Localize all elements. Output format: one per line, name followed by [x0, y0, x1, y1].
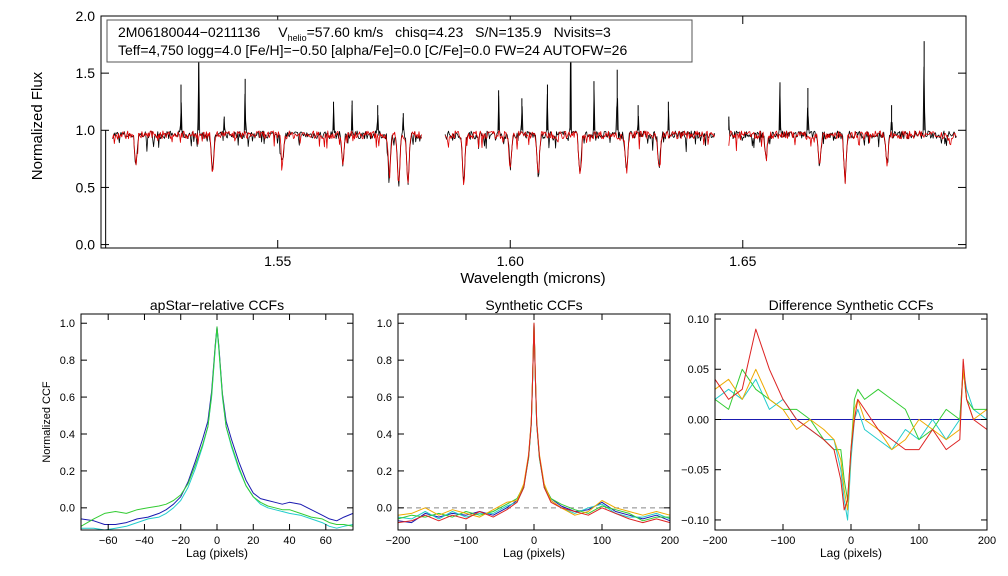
ccf-series-line — [397, 324, 671, 520]
x-tick-label: −100 — [454, 535, 479, 547]
x-tick-label: 1.65 — [729, 253, 756, 269]
y-tick-label: 0.00 — [688, 414, 709, 426]
y-tick-label: 0.2 — [377, 466, 392, 478]
y-tick-label: 1.0 — [76, 122, 96, 138]
y-tick-label: 2.0 — [76, 8, 96, 24]
x-tick-label: −60 — [99, 535, 118, 547]
x-tick-label: 100 — [593, 535, 611, 547]
x-tick-label: 0 — [848, 535, 854, 547]
spectrum-ticks: 1.55 1.60 1.65 0.0 0.5 1.0 1.5 2.0 — [76, 8, 966, 269]
difference-ccf-xlabel: Lag (pixels) — [820, 546, 882, 560]
chisq-value: chisq=4.23 — [395, 24, 463, 40]
y-tick-label: 1.0 — [377, 318, 392, 330]
y-tick-label: 0.2 — [60, 466, 75, 478]
y-tick-label: 0.8 — [60, 355, 75, 367]
spectrum-panel: 1.55 1.60 1.65 0.0 0.5 1.0 1.5 2.0 2M06180044−0… — [29, 8, 967, 287]
synthetic-ccf-axes-frame — [397, 313, 671, 531]
x-tick-label: 0 — [214, 535, 220, 547]
synthetic-ccf-xlabel: Lag (pixels) — [503, 546, 565, 560]
model-spectrum-line — [728, 130, 957, 185]
info-box-frame — [106, 19, 693, 63]
y-tick-label: 0.10 — [688, 314, 709, 326]
y-tick-label: 0.0 — [377, 503, 392, 515]
ccf-series-line — [714, 368, 988, 511]
spectrum-xlabel: Wavelength (microns) — [460, 270, 605, 287]
x-tick-label: −200 — [386, 535, 411, 547]
y-tick-label: 0.6 — [377, 392, 392, 404]
apstar-ccf-traces — [80, 326, 354, 531]
x-tick-label: 200 — [978, 535, 996, 547]
apstar-ccf-panel: −60 −40 −20 0 20 40 60 0.0 0.2 0.4 0.6 0.8 1.0 apSta… — [41, 297, 354, 560]
y-tick-label: 0.4 — [60, 429, 75, 441]
model-spectrum-line — [444, 130, 716, 186]
ccf-series-line — [397, 322, 671, 524]
observed-spectrum-line — [112, 60, 422, 187]
x-tick-label: −200 — [703, 535, 728, 547]
spectrum-ylabel: Normalized Flux — [29, 71, 46, 180]
y-tick-label: 0.4 — [377, 429, 392, 441]
synthetic-ccf-title: Synthetic CCFs — [485, 297, 582, 313]
ccf-series-line — [714, 368, 987, 501]
info-box-line1: 2M06180044−0211136 Vhelio=57.60 km/s chi… — [118, 24, 611, 43]
y-tick-label: 0.8 — [377, 355, 392, 367]
synthetic-ccf-panel: −200 −100 0 100 200 0.0 0.2 0.4 0.6 0.8 1.0 Synthe… — [377, 297, 679, 560]
apstar-ccf-axes-frame — [80, 313, 354, 531]
info-box-line2: Teff=4,750 logg=4.0 [Fe/H]=−0.50 [alpha/… — [118, 42, 627, 58]
y-tick-label: 0.6 — [60, 392, 75, 404]
x-tick-label: −40 — [135, 535, 154, 547]
ccf-series-line — [81, 328, 354, 531]
snr-value: S/N=135.9 — [475, 24, 542, 40]
spectrum-traces — [105, 16, 957, 248]
apstar-ccf-xlabel: Lag (pixels) — [186, 546, 248, 560]
difference-ccf-panel: −200 −100 0 100 200 −0.10 −0.05 0.00 0.05 0.10 Di… — [681, 297, 996, 560]
x-tick-label: −20 — [171, 535, 190, 547]
ccf-series-line — [397, 322, 670, 522]
x-tick-label: 1.55 — [264, 253, 291, 269]
ccf-series-line — [397, 322, 671, 518]
model-spectrum-line — [112, 130, 422, 184]
difference-ccf-ticks: −200 −100 0 100 200 −0.10 −0.05 0.00 0.05 0.10 — [681, 314, 996, 547]
synthetic-ccf-ticks: −200 −100 0 100 200 0.0 0.2 0.4 0.6 0.8 1.0 — [377, 314, 679, 547]
y-tick-label: 0.5 — [76, 179, 96, 195]
vhelio-symbol: V — [278, 24, 288, 40]
ccf-series-line — [397, 322, 671, 524]
y-tick-label: 0.0 — [60, 503, 75, 515]
apstar-ccf-ylabel: Normalized CCF — [41, 381, 53, 463]
difference-ccf-title: Difference Synthetic CCFs — [769, 297, 934, 313]
x-tick-label: 200 — [661, 535, 679, 547]
y-tick-label: 0.05 — [688, 364, 709, 376]
x-tick-label: 60 — [320, 535, 332, 547]
ccf-series-line — [80, 326, 354, 527]
y-tick-label: −0.10 — [681, 515, 709, 527]
spectrum-axes-frame — [100, 15, 967, 249]
observed-spectrum-line — [728, 66, 957, 183]
x-tick-label: 1.60 — [497, 253, 524, 269]
nvisits-value: Nvisits=3 — [554, 24, 611, 40]
vhelio-value: =57.60 km/s — [307, 24, 384, 40]
ccf-series-line — [80, 326, 354, 525]
x-tick-label: −100 — [771, 535, 796, 547]
apstar-ccf-ticks: −60 −40 −20 0 20 40 60 0.0 0.2 0.4 0.6 0.8 1.0 — [60, 314, 353, 547]
ccf-series-line — [714, 328, 988, 511]
x-tick-label: 20 — [247, 535, 259, 547]
difference-ccf-axes-frame — [714, 313, 988, 531]
star-id: 2M06180044−0211136 — [118, 24, 261, 40]
synthetic-ccf-traces — [397, 322, 671, 524]
apstar-ccf-title: apStar−relative CCFs — [150, 297, 284, 313]
y-tick-label: 1.5 — [76, 65, 96, 81]
y-tick-label: −0.05 — [681, 465, 709, 477]
vhelio-subscript: helio — [288, 33, 307, 43]
y-tick-label: 0.0 — [76, 236, 96, 252]
y-tick-label: 1.0 — [60, 318, 75, 330]
difference-ccf-traces — [714, 328, 988, 521]
spectrum-info-box: 2M06180044−0211136 Vhelio=57.60 km/s chi… — [106, 19, 693, 63]
x-tick-label: 40 — [283, 535, 295, 547]
x-tick-label: 100 — [910, 535, 928, 547]
x-tick-label: 0 — [531, 535, 537, 547]
